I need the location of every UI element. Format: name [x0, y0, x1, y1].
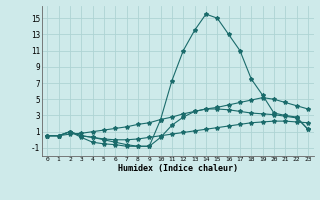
X-axis label: Humidex (Indice chaleur): Humidex (Indice chaleur) — [118, 164, 237, 173]
